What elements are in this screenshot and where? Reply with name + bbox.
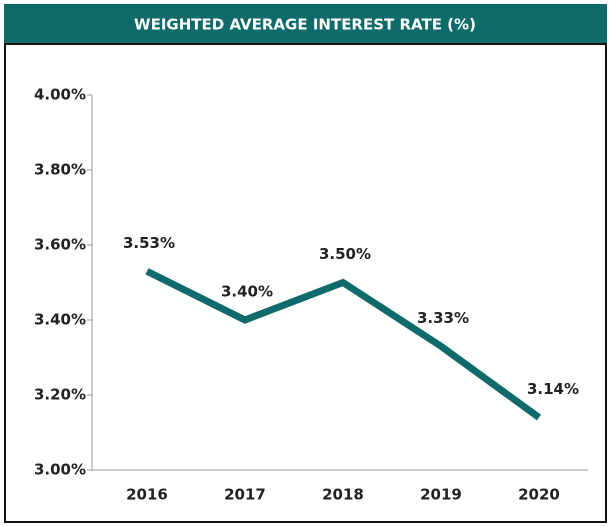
x-tick-label: 2016: [126, 486, 168, 504]
y-tick-label: 3.00%: [34, 461, 86, 479]
data-label: 3.33%: [417, 309, 469, 327]
y-tick-label: 3.40%: [34, 311, 86, 329]
x-tick-label: 2020: [518, 486, 560, 504]
data-label: 3.53%: [123, 234, 175, 252]
line-series: [145, 268, 542, 421]
y-tick-label: 3.20%: [34, 386, 86, 404]
data-label: 3.50%: [319, 245, 371, 263]
x-tick-label: 2017: [224, 486, 266, 504]
data-label: 3.40%: [221, 283, 273, 301]
x-tick-label: 2019: [420, 486, 462, 504]
chart-title: WEIGHTED AVERAGE INTEREST RATE (%): [134, 16, 476, 34]
x-tick-label: 2018: [322, 486, 364, 504]
header-bar: [4, 4, 607, 44]
y-tick-label: 3.60%: [34, 236, 86, 254]
y-tick-label: 3.80%: [34, 161, 86, 179]
y-tick-label: 4.00%: [34, 86, 86, 104]
frame: [4, 43, 607, 523]
data-label: 3.14%: [527, 380, 579, 398]
